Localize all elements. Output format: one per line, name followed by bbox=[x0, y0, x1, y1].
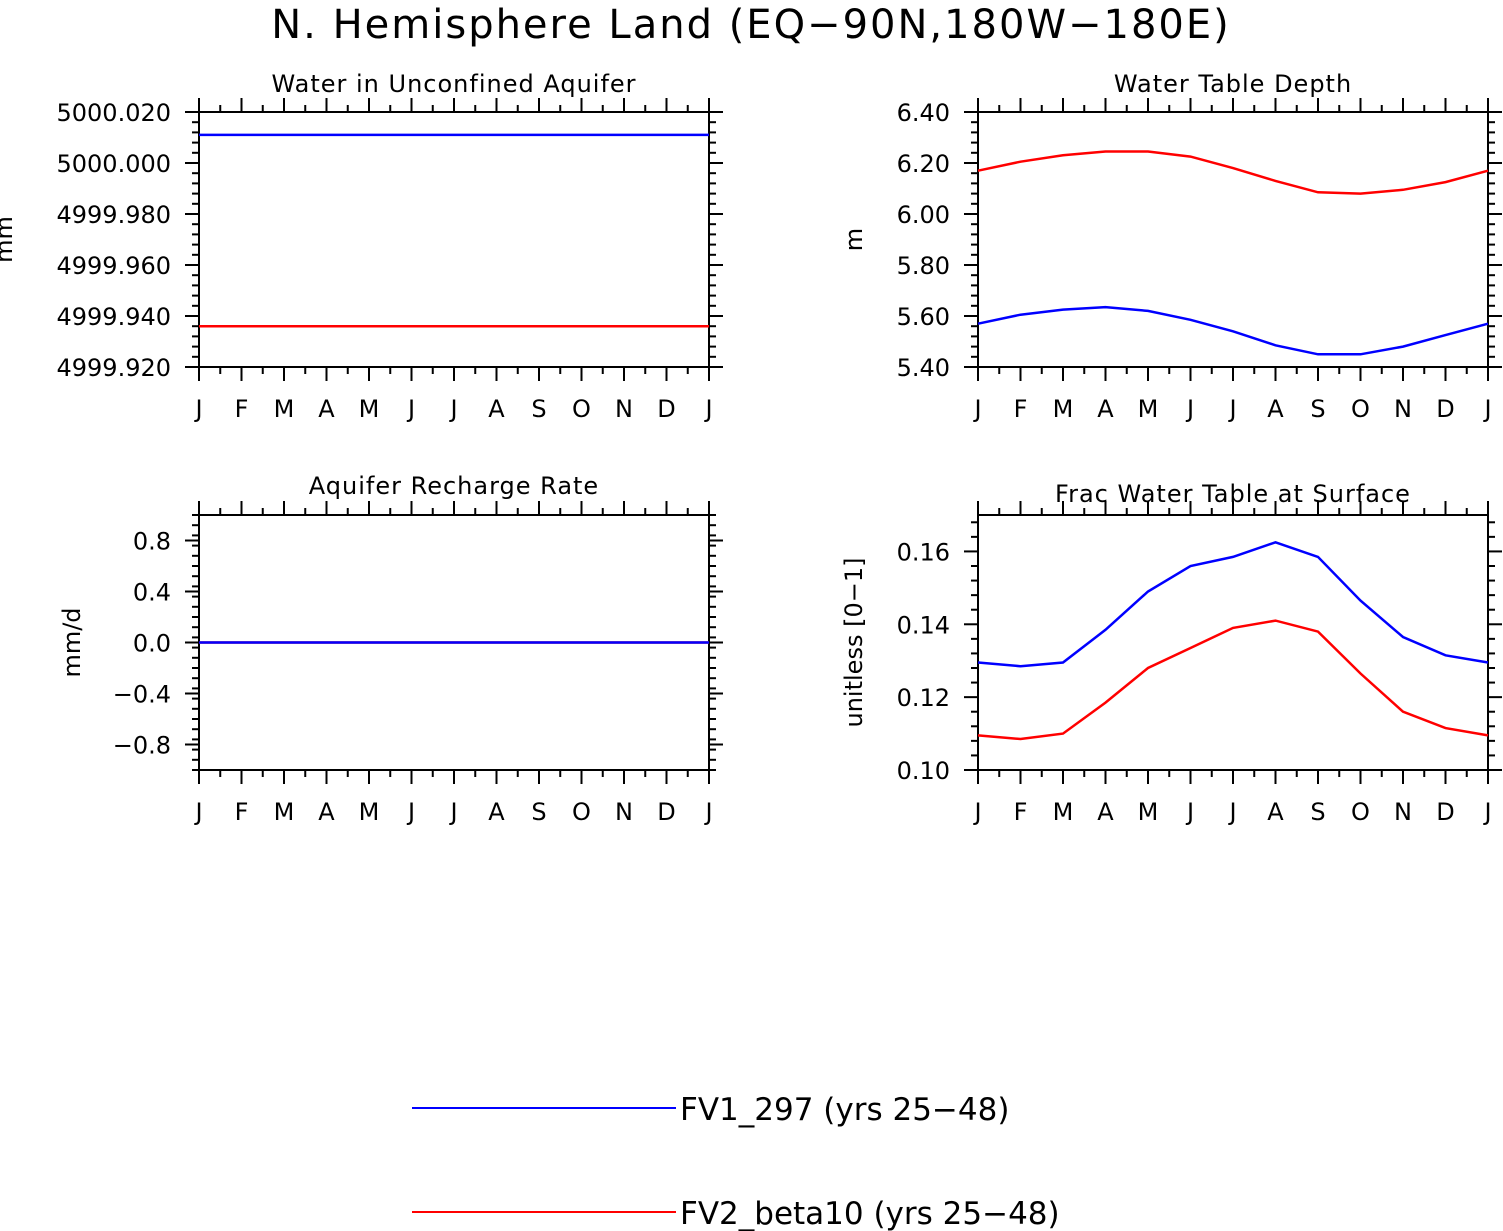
figure-title: N. Hemisphere Land (EQ−90N,180W−180E) bbox=[271, 2, 1231, 48]
y-axis-label: m bbox=[840, 228, 868, 251]
x-tick-label: M bbox=[274, 798, 295, 826]
y-tick-label: 5.80 bbox=[897, 252, 950, 280]
x-tick-label: N bbox=[615, 395, 633, 423]
series-line-fv2-beta10 bbox=[977, 150, 1489, 195]
x-tick-label: A bbox=[488, 395, 505, 423]
y-tick-label: 5.60 bbox=[897, 303, 950, 331]
chart-title: Water in Unconfined Aquifer bbox=[271, 70, 636, 98]
series-line-fv2-beta10 bbox=[977, 619, 1489, 741]
x-tick-label: O bbox=[572, 395, 591, 423]
x-tick-label: S bbox=[531, 798, 546, 826]
legend: FV1_297 (yrs 25−48) FV2_beta10 (yrs 25−48… bbox=[412, 1092, 1060, 1231]
x-tick-label: F bbox=[235, 395, 249, 423]
x-tick-label: A bbox=[1097, 395, 1114, 423]
x-tick-label: S bbox=[531, 395, 546, 423]
x-tick-label: D bbox=[657, 798, 675, 826]
x-tick-label: J bbox=[448, 395, 457, 423]
x-tick-label: F bbox=[235, 798, 249, 826]
chart-title: Aquifer Recharge Rate bbox=[309, 472, 599, 500]
x-tick-label: A bbox=[1267, 395, 1284, 423]
y-tick-label: 0.4 bbox=[133, 579, 171, 607]
y-tick-label: 5.40 bbox=[897, 354, 950, 382]
x-tick-label: M bbox=[1138, 798, 1159, 826]
x-tick-label: M bbox=[1053, 395, 1074, 423]
y-tick-label: −0.8 bbox=[113, 732, 171, 760]
x-tick-label: J bbox=[703, 395, 712, 423]
x-tick-label: J bbox=[193, 395, 202, 423]
x-tick-label: J bbox=[1227, 798, 1236, 826]
legend-label: FV2_beta10 (yrs 25−48) bbox=[680, 1196, 1060, 1231]
legend-item: FV2_beta10 (yrs 25−48) bbox=[412, 1196, 1060, 1231]
y-tick-label: 0.14 bbox=[897, 611, 950, 639]
x-tick-label: F bbox=[1014, 395, 1028, 423]
plot-frame bbox=[977, 514, 1489, 771]
x-tick-label: M bbox=[274, 395, 295, 423]
x-tick-label: J bbox=[1185, 395, 1194, 423]
x-tick-label: N bbox=[1394, 395, 1412, 423]
x-tick-label: A bbox=[318, 798, 335, 826]
x-tick-label: J bbox=[193, 798, 202, 826]
plot-frame bbox=[198, 111, 710, 368]
legend-item: FV1_297 (yrs 25−48) bbox=[412, 1092, 1009, 1128]
chart-title: Water Table Depth bbox=[1114, 70, 1352, 98]
x-tick-label: D bbox=[657, 395, 675, 423]
x-tick-label: O bbox=[1351, 395, 1370, 423]
x-tick-label: M bbox=[1053, 798, 1074, 826]
y-tick-label: 4999.980 bbox=[56, 201, 171, 229]
x-tick-label: J bbox=[448, 798, 457, 826]
x-tick-label: A bbox=[1097, 798, 1114, 826]
x-tick-label: J bbox=[406, 395, 415, 423]
y-tick-label: 5000.000 bbox=[56, 150, 171, 178]
y-axis-label: unitless [0−1] bbox=[840, 558, 868, 728]
x-tick-label: A bbox=[488, 798, 505, 826]
y-tick-label: −0.4 bbox=[113, 681, 171, 709]
x-tick-label: J bbox=[1482, 798, 1491, 826]
x-tick-label: F bbox=[1014, 798, 1028, 826]
y-tick-label: 6.00 bbox=[897, 201, 950, 229]
x-tick-label: M bbox=[359, 395, 380, 423]
y-tick-label: 4999.920 bbox=[56, 354, 171, 382]
x-tick-label: A bbox=[318, 395, 335, 423]
x-tick-label: J bbox=[1227, 395, 1236, 423]
x-tick-label: J bbox=[1482, 395, 1491, 423]
x-tick-label: M bbox=[1138, 395, 1159, 423]
x-tick-label: D bbox=[1436, 395, 1454, 423]
x-tick-label: J bbox=[703, 798, 712, 826]
x-tick-label: J bbox=[972, 395, 981, 423]
plot-frame bbox=[977, 111, 1489, 368]
x-tick-label: J bbox=[1185, 798, 1194, 826]
y-axis-label: mm bbox=[0, 216, 18, 263]
y-axis-label: mm/d bbox=[58, 607, 86, 677]
y-tick-label: 0.8 bbox=[133, 528, 171, 556]
x-tick-label: M bbox=[359, 798, 380, 826]
y-tick-label: 0.10 bbox=[897, 757, 950, 785]
x-tick-label: S bbox=[1310, 395, 1325, 423]
x-tick-label: O bbox=[572, 798, 591, 826]
x-tick-label: J bbox=[972, 798, 981, 826]
y-tick-label: 4999.960 bbox=[56, 252, 171, 280]
y-tick-label: 6.40 bbox=[897, 99, 950, 127]
x-tick-label: S bbox=[1310, 798, 1325, 826]
series-line-fv1-297 bbox=[977, 305, 1489, 356]
y-tick-label: 6.20 bbox=[897, 150, 950, 178]
y-tick-label: 0.16 bbox=[897, 538, 950, 566]
y-tick-label: 5000.020 bbox=[56, 99, 171, 127]
y-tick-label: 4999.940 bbox=[56, 303, 171, 331]
x-tick-label: O bbox=[1351, 798, 1370, 826]
x-tick-label: A bbox=[1267, 798, 1284, 826]
x-tick-label: D bbox=[1436, 798, 1454, 826]
legend-label: FV1_297 (yrs 25−48) bbox=[680, 1092, 1009, 1128]
y-tick-label: 0.0 bbox=[133, 630, 171, 658]
x-tick-label: J bbox=[406, 798, 415, 826]
series-line-fv1-297 bbox=[977, 540, 1489, 668]
y-tick-label: 0.12 bbox=[897, 684, 950, 712]
x-tick-label: N bbox=[615, 798, 633, 826]
x-tick-label: N bbox=[1394, 798, 1412, 826]
